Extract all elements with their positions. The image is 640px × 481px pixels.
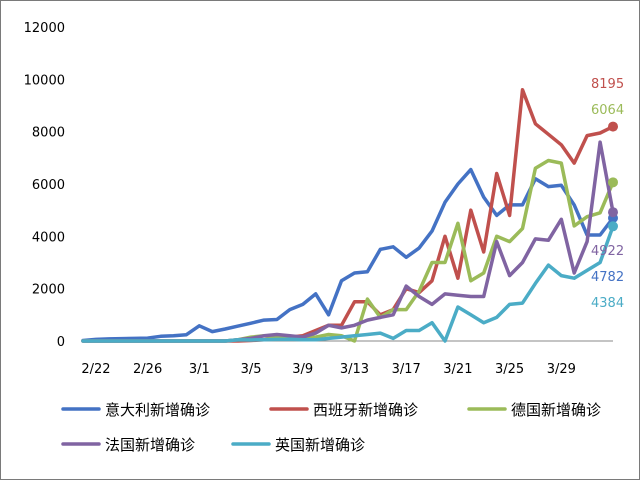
y-axis: 0 2000 4000 6000 8000 10000 12000 (24, 21, 65, 350)
series-end-value-label: 4384 (591, 296, 624, 311)
end-labels: 8195 6064 4922 4782 4384 (591, 77, 624, 311)
legend-label: 德国新增确诊 (511, 401, 601, 419)
y-tick-label: 2000 (32, 283, 65, 298)
y-tick-label: 4000 (32, 230, 65, 245)
x-tick-label: 3/13 (340, 362, 369, 377)
legend-label: 法国新增确诊 (105, 436, 195, 454)
x-tick-label: 3/17 (392, 362, 421, 377)
series-end-marker (608, 207, 618, 218)
series-end-marker (608, 221, 618, 232)
legend-label: 英国新增确诊 (275, 436, 365, 454)
y-tick-label: 10000 (24, 73, 65, 88)
series-line (81, 88, 615, 343)
legend-label: 西班牙新增确诊 (313, 401, 418, 419)
series-end-value-label: 8195 (591, 77, 624, 92)
y-tick-label: 12000 (24, 21, 65, 36)
x-axis: 2/22 2/26 3/1 3/5 3/9 3/13 3/17 3/21 3/25 3/29 (81, 340, 613, 377)
y-tick-label: 6000 (32, 178, 65, 193)
x-tick-label: 2/22 (81, 362, 110, 377)
series-end-marker (608, 121, 618, 132)
x-tick-label: 3/29 (547, 362, 576, 377)
series-line (81, 224, 615, 343)
x-tick-label: 2/26 (133, 362, 162, 377)
y-tick-label: 8000 (32, 126, 65, 141)
series-end-value-label: 4922 (591, 244, 624, 259)
series-end-marker (608, 177, 618, 188)
x-tick-label: 3/5 (241, 362, 262, 377)
x-tick-label: 3/25 (495, 362, 524, 377)
x-tick-label: 3/9 (292, 362, 313, 377)
x-tick-label: 3/21 (443, 362, 472, 377)
series-line (81, 167, 615, 343)
series-end-value-label: 4782 (591, 270, 624, 285)
x-tick-label: 3/1 (189, 362, 210, 377)
series-lines (81, 88, 615, 343)
y-tick-label: 0 (57, 335, 65, 350)
end-markers (608, 121, 618, 232)
series-end-value-label: 6064 (591, 103, 624, 118)
legend-label: 意大利新增确诊 (105, 401, 210, 419)
